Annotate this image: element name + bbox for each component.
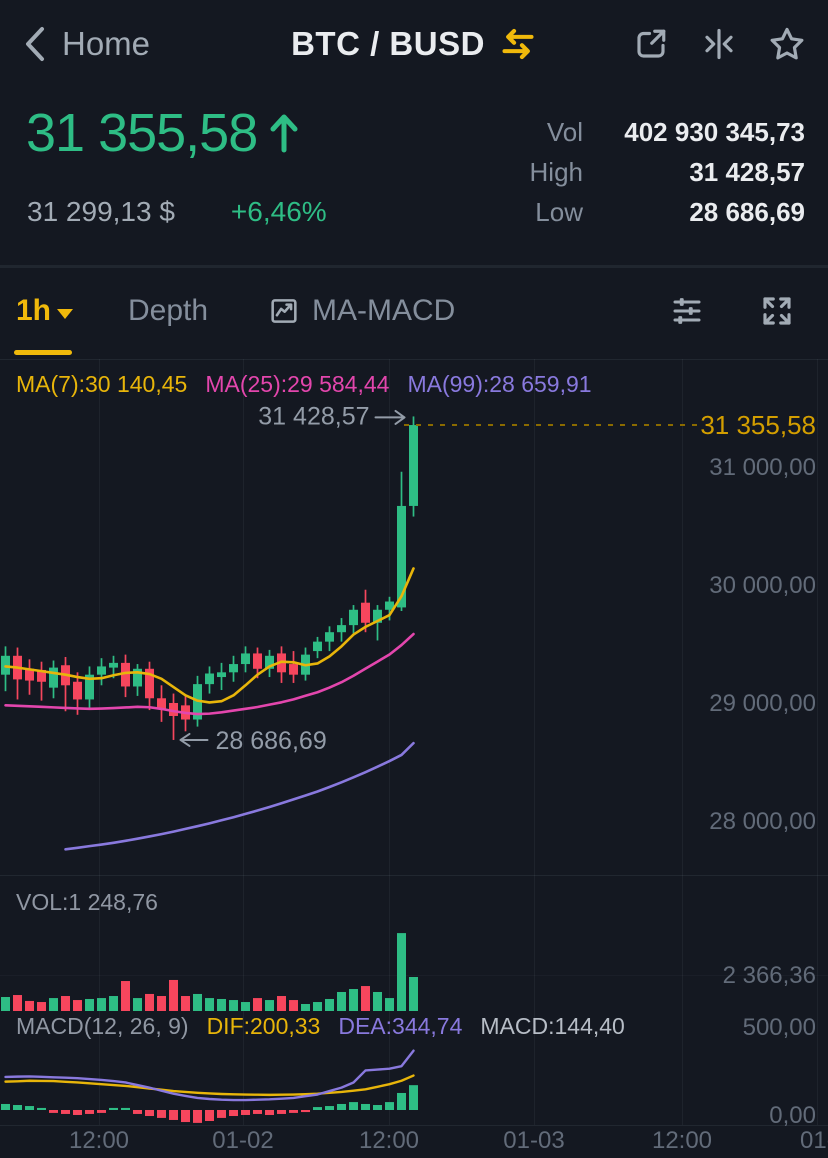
ma-lines-layer <box>4 567 415 851</box>
macd-params: MACD(12, 26, 9) <box>16 1013 189 1039</box>
change-percent: +6,46% <box>230 196 327 227</box>
svg-text:12:00: 12:00 <box>652 1127 712 1154</box>
price-sub-row: 31 299,13 $ +6,46% <box>27 196 327 228</box>
indicator-chart-icon <box>266 293 302 329</box>
low-arrow-icon <box>179 732 209 747</box>
last-price: 31 355,58 <box>26 103 258 163</box>
back-label: Home <box>62 25 151 62</box>
compare-icon[interactable] <box>700 25 738 63</box>
macd-dif-value: DIF:200,33 <box>206 1013 321 1039</box>
high-arrow-icon <box>374 409 406 425</box>
macd-indicator-values: MACD(12, 26, 9) DIF:200,33 DEA:344,74 MA… <box>16 1013 625 1040</box>
swap-pair-icon[interactable] <box>499 25 537 63</box>
candles-layer <box>1 416 418 740</box>
axis-labels-layer: 31 000,00 30 000,00 29 000,00 28 000,00 2 36… <box>69 454 828 1154</box>
svg-text:500,00: 500,00 <box>743 1014 816 1041</box>
stat-label: High <box>529 156 583 187</box>
svg-text:29 000,00: 29 000,00 <box>709 690 816 717</box>
ma7-value: MA(7):30 140,45 <box>16 371 188 397</box>
ma25-value: MA(25):29 584,44 <box>205 371 390 397</box>
macd-layer <box>1 1049 418 1123</box>
market-stats: Vol 402 930 345,73 High 31 428,57 Low 28… <box>475 112 805 232</box>
svg-text:01-02: 01-02 <box>212 1127 273 1154</box>
header-bar: Home BTC / BUSD <box>0 0 828 88</box>
svg-text:30 000,00: 30 000,00 <box>709 572 816 599</box>
active-tab-underline <box>14 350 72 355</box>
svg-text:28 000,00: 28 000,00 <box>709 808 816 835</box>
stat-label: Low <box>535 196 583 227</box>
tab-interval-1h[interactable]: 1h <box>14 268 74 355</box>
svg-text:0,00: 0,00 <box>769 1102 816 1129</box>
annotations-layer: 31 428,57 28 686,69 <box>179 402 406 755</box>
last-price-group: 31 355,58 <box>26 102 299 164</box>
back-chevron-icon <box>16 25 54 63</box>
svg-text:12:00: 12:00 <box>69 1127 129 1154</box>
low-annotation-label: 28 686,69 <box>216 727 327 755</box>
stat-row-vol: Vol 402 930 345,73 <box>475 112 805 152</box>
volume-indicator-value: VOL:1 248,76 <box>16 889 158 915</box>
price-up-arrow-icon <box>269 112 299 154</box>
stat-row-low: Low 28 686,69 <box>475 192 805 232</box>
tab-ma-macd[interactable]: MA-MACD <box>266 268 455 354</box>
stat-row-high: High 31 428,57 <box>475 152 805 192</box>
fiat-price: 31 299,13 $ <box>27 196 175 227</box>
high-annotation-label: 31 428,57 <box>258 402 369 430</box>
ma-indicator-values: MA(7):30 140,45 MA(25):29 584,44 MA(99):… <box>16 371 592 398</box>
tab-depth[interactable]: Depth <box>128 294 209 327</box>
macd-dea-value: DEA:344,74 <box>338 1013 463 1039</box>
volume-layer <box>1 933 418 1011</box>
back-button[interactable]: Home <box>16 0 150 88</box>
current-price-label: 31 355,58 <box>700 410 816 440</box>
stat-value: 28 686,69 <box>689 196 805 227</box>
chart-settings-icon[interactable] <box>669 293 705 329</box>
interval-label: 1h <box>16 294 52 327</box>
header-actions <box>632 0 806 88</box>
stat-label: Vol <box>546 116 583 147</box>
favorite-star-icon[interactable] <box>768 25 806 63</box>
stat-value: 402 930 345,73 <box>624 116 805 147</box>
stat-value: 31 428,57 <box>689 156 805 187</box>
svg-text:2 366,36: 2 366,36 <box>723 962 816 989</box>
section-divider <box>0 265 828 268</box>
macd-value: MACD:144,40 <box>480 1013 625 1039</box>
ma99-value: MA(99):28 659,91 <box>407 371 592 397</box>
share-icon[interactable] <box>632 25 670 63</box>
indicator-tab-label: MA-MACD <box>312 294 456 327</box>
fullscreen-icon[interactable] <box>759 293 795 329</box>
pair-title: BTC / BUSD <box>291 25 485 62</box>
svg-text:01-0: 01-0 <box>800 1127 828 1154</box>
svg-text:31 000,00: 31 000,00 <box>709 454 816 481</box>
svg-text:12:00: 12:00 <box>359 1127 419 1154</box>
chevron-down-icon <box>57 309 74 319</box>
overlay-layer: 31 355,58 <box>404 410 816 440</box>
svg-text:01-03: 01-03 <box>503 1127 564 1154</box>
grid-layer <box>0 359 828 1126</box>
chart-toolbar: 1h Depth MA-MACD <box>0 268 828 359</box>
